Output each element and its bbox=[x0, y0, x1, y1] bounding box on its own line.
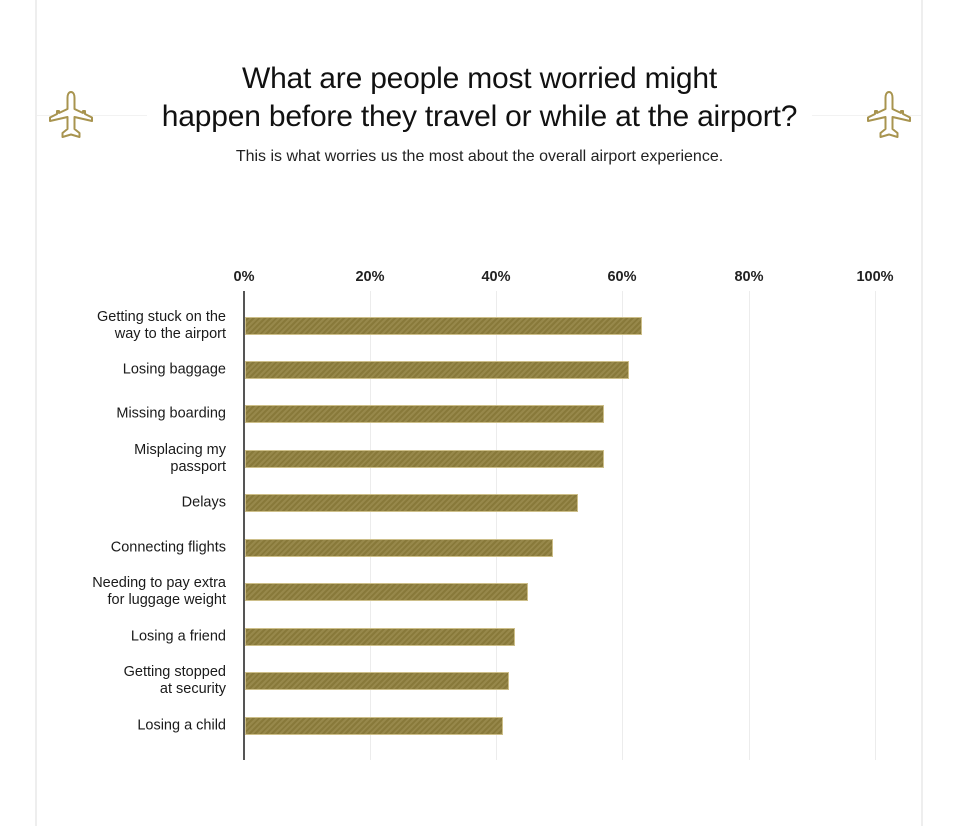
bar bbox=[245, 538, 554, 557]
chart-title-line2: happen before they travel or while at th… bbox=[161, 100, 798, 133]
gridline bbox=[875, 291, 876, 760]
y-axis-line bbox=[243, 291, 245, 760]
decorative-line-right bbox=[812, 115, 921, 116]
gridline bbox=[622, 291, 623, 760]
bar-label-line1: Losing a friend bbox=[130, 628, 226, 645]
bar-label-line1: Getting stuck on the bbox=[97, 308, 226, 325]
bar-label-line1: Delays bbox=[181, 494, 226, 511]
bar-label: Missing boarding bbox=[46, 406, 226, 423]
bar bbox=[245, 405, 604, 424]
bar bbox=[245, 449, 604, 468]
bar-row: Getting stuck on the way to the airport bbox=[0, 304, 959, 348]
bar-label-line1: Getting stopped bbox=[123, 664, 226, 681]
chart-title-line1: What are people most worried might bbox=[241, 62, 718, 95]
bar-label-line1: Losing baggage bbox=[122, 361, 226, 378]
gridline bbox=[496, 291, 497, 760]
bar-row: Missing boarding bbox=[0, 392, 959, 436]
bar bbox=[245, 672, 510, 691]
bar bbox=[245, 494, 579, 513]
chart-title: What are people most worried might happe… bbox=[0, 60, 959, 136]
page-border-right bbox=[921, 0, 923, 826]
airplane-icon bbox=[865, 90, 913, 140]
bar-label-line2: way to the airport bbox=[114, 325, 226, 342]
bar-label-line1: Needing to pay extra bbox=[92, 575, 226, 592]
bar-row: Losing a child bbox=[0, 704, 959, 748]
bar-label: Getting stopped at security bbox=[46, 664, 226, 698]
bar-label: Needing to pay extra for luggage weight bbox=[46, 575, 226, 609]
x-tick-label: 60% bbox=[607, 269, 637, 285]
bar-row: Losing baggage bbox=[0, 348, 959, 392]
gridline bbox=[370, 291, 371, 760]
bar-row: Connecting flights bbox=[0, 526, 959, 570]
x-tick-label: 20% bbox=[355, 269, 385, 285]
bar bbox=[245, 583, 528, 602]
bar-label-line2: for luggage weight bbox=[107, 592, 227, 609]
bar-label: Connecting flights bbox=[46, 539, 226, 556]
decorative-line-left bbox=[37, 115, 147, 116]
bar-label-line1: Losing a child bbox=[137, 717, 226, 734]
airplane-icon bbox=[47, 90, 95, 140]
bar-label-line2: passport bbox=[170, 458, 226, 475]
bar-row: Losing a friend bbox=[0, 615, 959, 659]
x-tick-label: 80% bbox=[734, 269, 764, 285]
page-border-left bbox=[35, 0, 37, 826]
bar-row: Needing to pay extra for luggage weight bbox=[0, 570, 959, 614]
bar-label-line1: Connecting flights bbox=[110, 539, 226, 556]
bar bbox=[245, 360, 629, 379]
bar bbox=[245, 716, 503, 735]
bar-row: Misplacing my passport bbox=[0, 437, 959, 481]
bar-label: Losing a friend bbox=[46, 628, 226, 645]
gridline bbox=[749, 291, 750, 760]
x-tick-label: 0% bbox=[233, 269, 255, 285]
bar-label-line2: at security bbox=[159, 681, 226, 698]
bar-label: Losing a child bbox=[46, 717, 226, 734]
bar bbox=[245, 316, 642, 335]
bar bbox=[245, 627, 516, 646]
bar-label: Misplacing my passport bbox=[46, 442, 226, 476]
bar-label: Getting stuck on the way to the airport bbox=[46, 309, 226, 343]
bar-label: Delays bbox=[46, 495, 226, 512]
x-tick-label: 40% bbox=[481, 269, 511, 285]
x-tick-label: 100% bbox=[856, 269, 894, 285]
bar-row: Delays bbox=[0, 481, 959, 525]
chart-subtitle: This is what worries us the most about t… bbox=[235, 148, 724, 165]
bar-label-line1: Missing boarding bbox=[116, 405, 226, 422]
bar-label: Losing baggage bbox=[46, 361, 226, 378]
bar-row: Getting stopped at security bbox=[0, 659, 959, 703]
bar-label-line1: Misplacing my bbox=[134, 441, 226, 458]
